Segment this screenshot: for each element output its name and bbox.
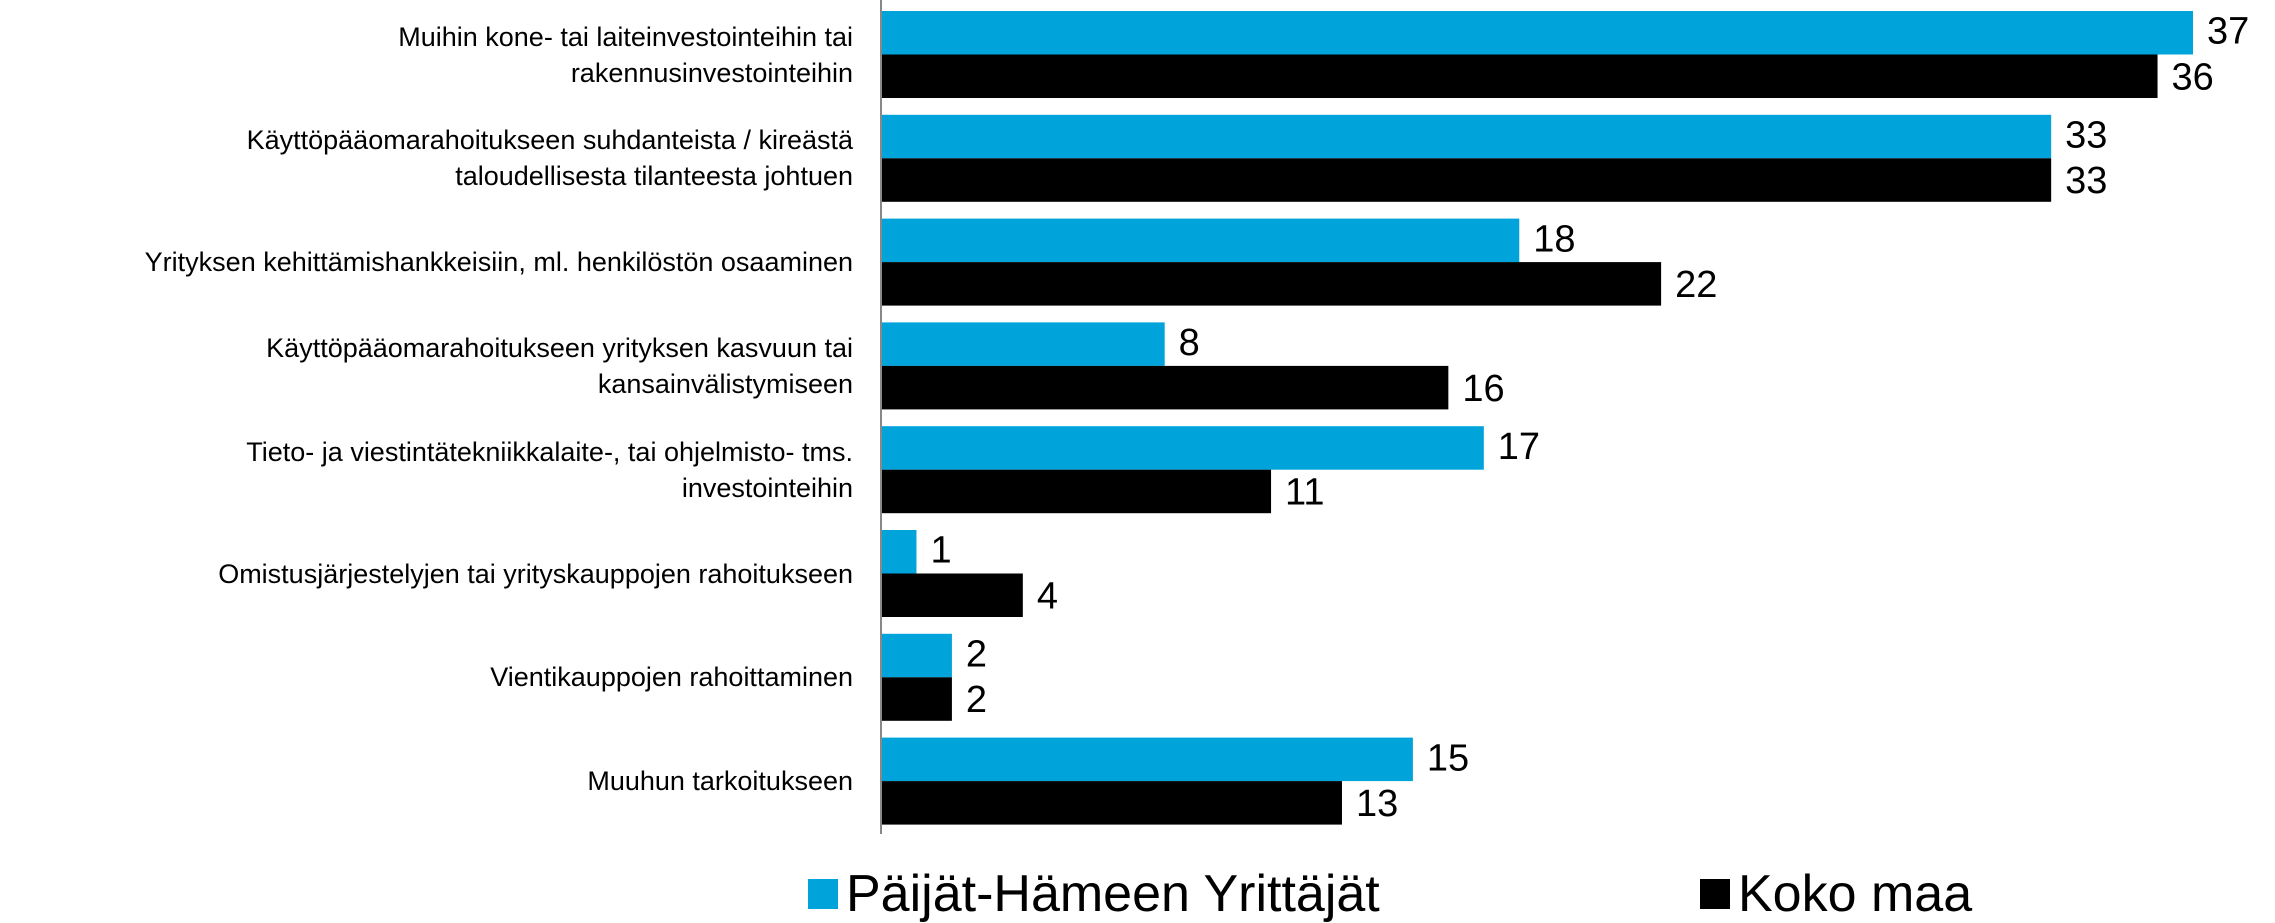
bar	[881, 469, 1272, 514]
bar	[881, 426, 1484, 470]
category-label: Käyttöpääomarahoitukseen yrityksen kasvu…	[266, 332, 853, 399]
data-label: 8	[1179, 322, 1200, 364]
data-label: 4	[1037, 575, 1058, 617]
data-label: 22	[1675, 264, 1717, 306]
category-label: Käyttöpääomarahoitukseen suhdanteista / …	[246, 125, 853, 192]
category-label: Omistusjärjestelyjen tai yrityskauppojen…	[218, 558, 853, 589]
data-label: 33	[2065, 160, 2107, 202]
bar	[881, 781, 1342, 825]
legend-swatch	[1700, 879, 1730, 909]
category-label: Muihin kone- tai laiteinvestointeihin ta…	[398, 21, 853, 88]
legend-label: Koko maa	[1738, 865, 1973, 923]
data-label: 16	[1462, 368, 1504, 410]
category-label: Yrityksen kehittämishankkeisiin, ml. hen…	[144, 247, 853, 278]
data-label: 2	[966, 633, 987, 675]
bar	[881, 677, 952, 721]
data-label: 17	[1498, 426, 1540, 468]
data-label: 1	[930, 530, 951, 572]
bar	[881, 11, 2193, 55]
bar	[881, 737, 1413, 782]
legend-label: Päijät-Hämeen Yrittäjät	[846, 865, 1380, 923]
data-label: 36	[2172, 56, 2214, 98]
data-label: 15	[1427, 737, 1469, 779]
bar	[881, 54, 2158, 98]
bar	[881, 218, 1520, 263]
bar	[881, 262, 1662, 306]
category-label: Tieto- ja viestintätekniikkalaite-, tai …	[246, 436, 853, 503]
category-label: Muuhun tarkoitukseen	[587, 766, 853, 797]
data-label: 2	[966, 679, 987, 721]
bar	[881, 365, 1449, 410]
bar	[881, 322, 1165, 366]
bar	[881, 633, 952, 678]
bar	[881, 158, 2052, 202]
data-label: 18	[1533, 218, 1575, 260]
bar	[881, 573, 1023, 617]
data-label: 37	[2207, 11, 2249, 53]
category-label: Vientikauppojen rahoittaminen	[490, 662, 853, 693]
bar	[881, 114, 2052, 159]
data-label: 13	[1356, 783, 1398, 825]
data-label: 33	[2065, 114, 2107, 156]
data-label: 11	[1285, 472, 1324, 514]
bar	[881, 530, 917, 574]
legend-swatch	[808, 879, 838, 909]
